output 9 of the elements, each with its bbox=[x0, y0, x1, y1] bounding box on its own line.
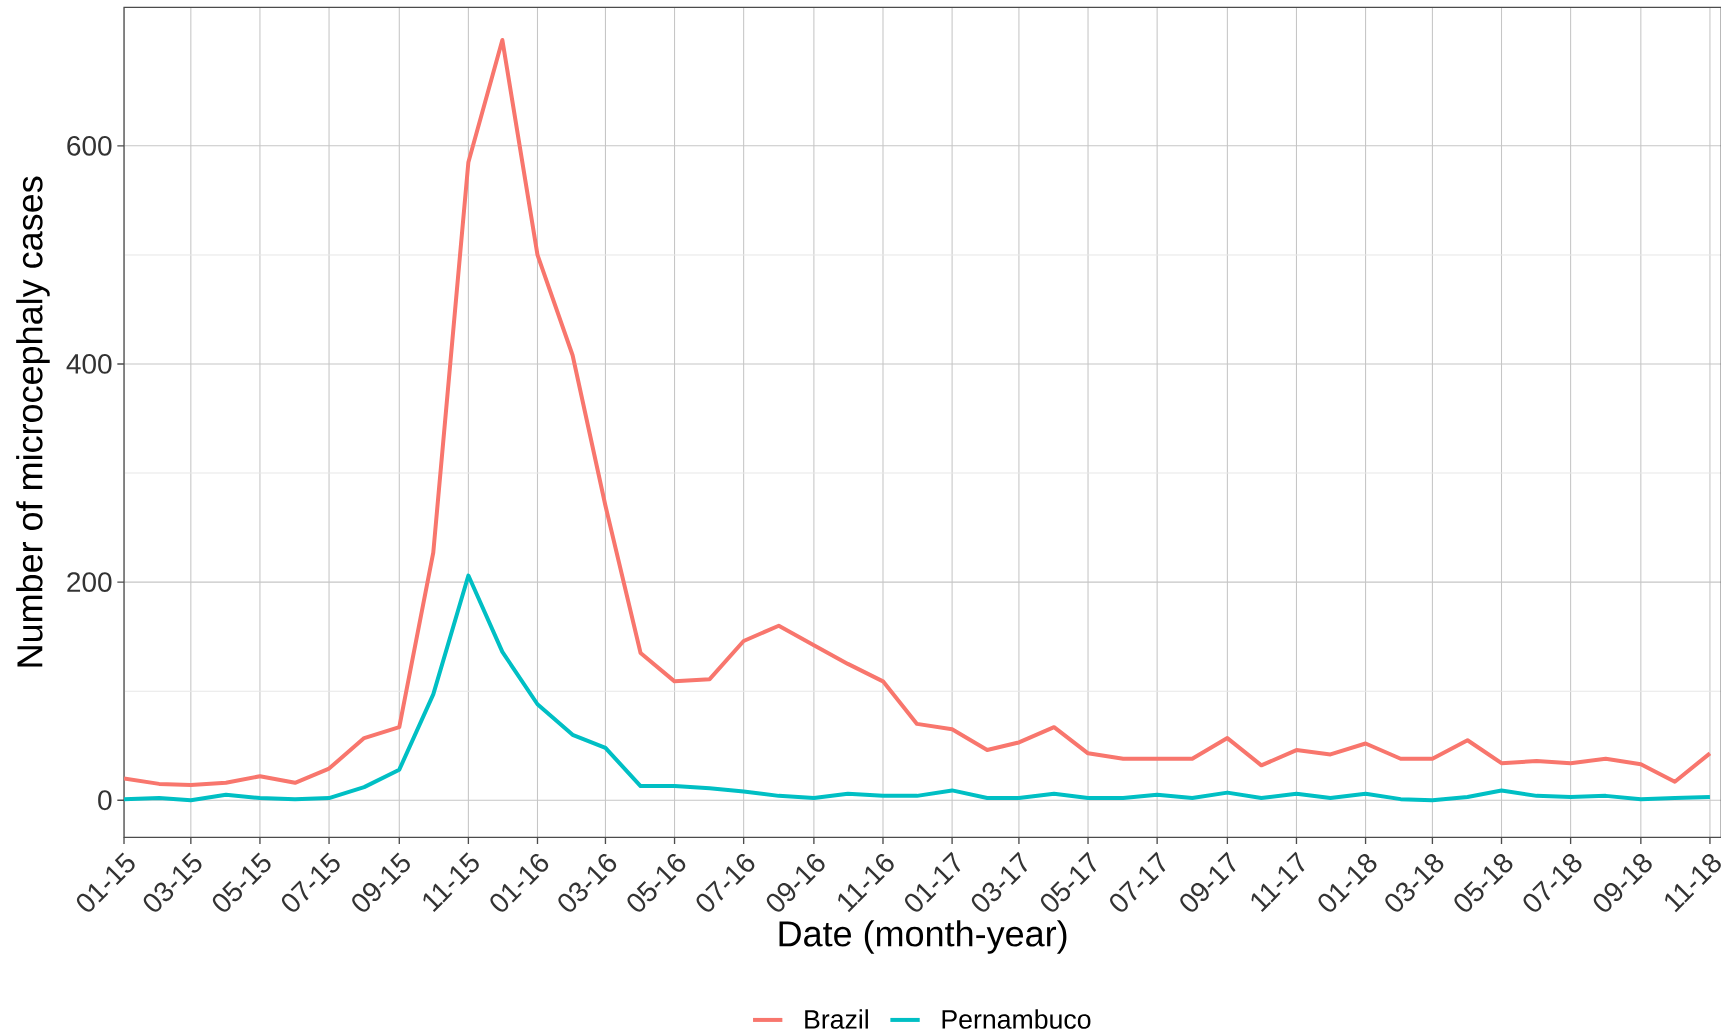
y-tick-label: 200 bbox=[67, 572, 112, 593]
y-tick-label: 0 bbox=[98, 790, 112, 811]
y-tick-label: 600 bbox=[67, 135, 112, 156]
y-tick-label: 400 bbox=[66, 354, 112, 374]
line-series bbox=[124, 573, 1712, 803]
legend-label: Brazil bbox=[805, 1009, 868, 1029]
y-axis-title: Number of microcephaly cases bbox=[16, 176, 50, 667]
x-axis-title: Date (month-year) bbox=[779, 920, 1067, 954]
legend-label: Pernambuco bbox=[942, 1009, 1091, 1029]
